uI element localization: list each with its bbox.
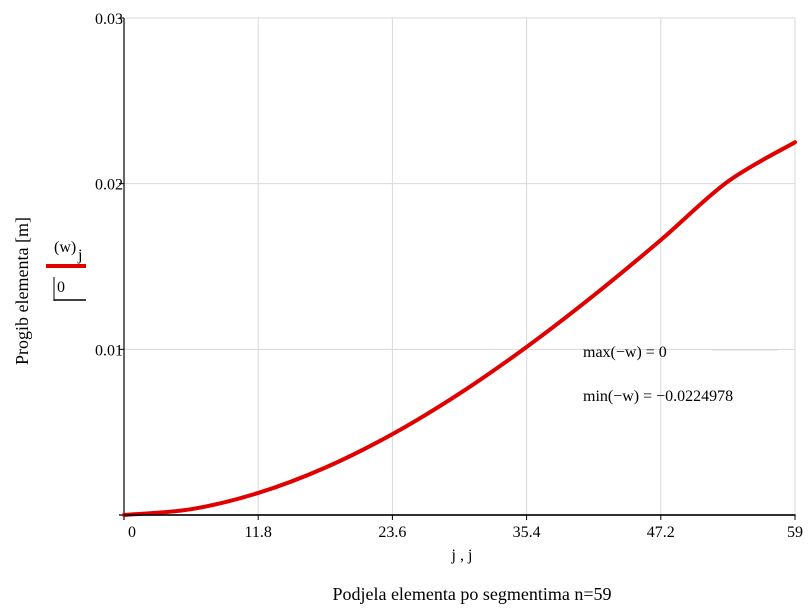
chart-caption: Podjela elementa po segmentima n=59	[332, 584, 611, 604]
legend: (w) j 0	[46, 239, 86, 301]
y-tick-label: 0.03	[95, 11, 123, 28]
annotation-max: max(−w) = 0	[583, 344, 667, 361]
x-tick-label: 35.4	[513, 524, 541, 541]
axes	[119, 17, 796, 520]
grid	[124, 17, 796, 515]
x-tick-label: 11.8	[244, 524, 271, 541]
x-tick-label: 23.6	[378, 524, 406, 541]
x-tick-labels: 0 11.8 23.6 35.4 47.2 59	[128, 524, 803, 541]
annotation-min: min(−w) = −0.0224978	[583, 388, 733, 405]
legend-entry-zero: 0	[53, 277, 86, 301]
legend-label-w: (w)	[54, 239, 76, 256]
x-tick-label: 47.2	[647, 524, 675, 541]
y-tick-labels: 0.01 0.02 0.03	[95, 11, 123, 359]
annotations: max(−w) = 0 min(−w) = −0.0224978	[583, 344, 778, 405]
x-axis-label: j , j	[451, 547, 473, 564]
y-tick-label: 0.02	[95, 177, 123, 194]
y-axis-label: Progib elementa [m]	[12, 217, 32, 365]
series	[122, 140, 797, 517]
legend-label-w-subscript: j	[77, 247, 82, 264]
series-line-w	[122, 140, 797, 517]
x-tick-label: 0	[128, 524, 136, 541]
y-tick-label: 0.01	[95, 342, 123, 359]
legend-label-zero: 0	[57, 279, 65, 296]
x-tick-label: 59	[787, 524, 803, 541]
legend-entry-w: (w) j	[46, 239, 86, 268]
